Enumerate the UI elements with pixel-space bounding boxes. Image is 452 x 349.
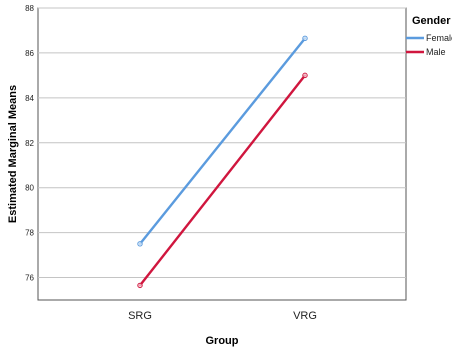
y-tick-label-76: 76 [25, 274, 34, 283]
point-female-srg [137, 241, 143, 247]
y-tick-label-78: 78 [25, 229, 34, 238]
x-axis-title: Group [206, 335, 239, 347]
series-line-female [138, 37, 307, 246]
series-lines [137, 35, 308, 289]
legend-label-female: Female [426, 33, 452, 43]
y-tick-label-86: 86 [25, 49, 34, 58]
y-tick-label-88: 88 [25, 4, 34, 13]
x-tick-label-srg: SRG [128, 310, 152, 322]
y-tick-label-84: 84 [25, 94, 34, 103]
y-tick-label-82: 82 [25, 139, 34, 148]
legend: Gender Female Male [406, 15, 452, 57]
x-tick-label-vrg: VRG [293, 310, 317, 322]
y-tick-labels: 76 78 80 82 84 86 88 [25, 4, 34, 283]
legend-label-male: Male [426, 47, 446, 57]
gridlines [38, 7, 406, 279]
series-line-male [138, 74, 307, 287]
legend-title: Gender [412, 15, 451, 27]
plot-area [37, 7, 407, 301]
point-female-vrg [302, 35, 308, 42]
x-tick-labels: SRG VRG [128, 310, 317, 322]
y-axis-title: Estimated Marginal Means [7, 85, 19, 223]
point-male-srg [137, 282, 143, 289]
point-male-vrg [302, 72, 308, 79]
y-tick-label-80: 80 [25, 184, 34, 193]
legend-items: Female Male [406, 33, 452, 57]
